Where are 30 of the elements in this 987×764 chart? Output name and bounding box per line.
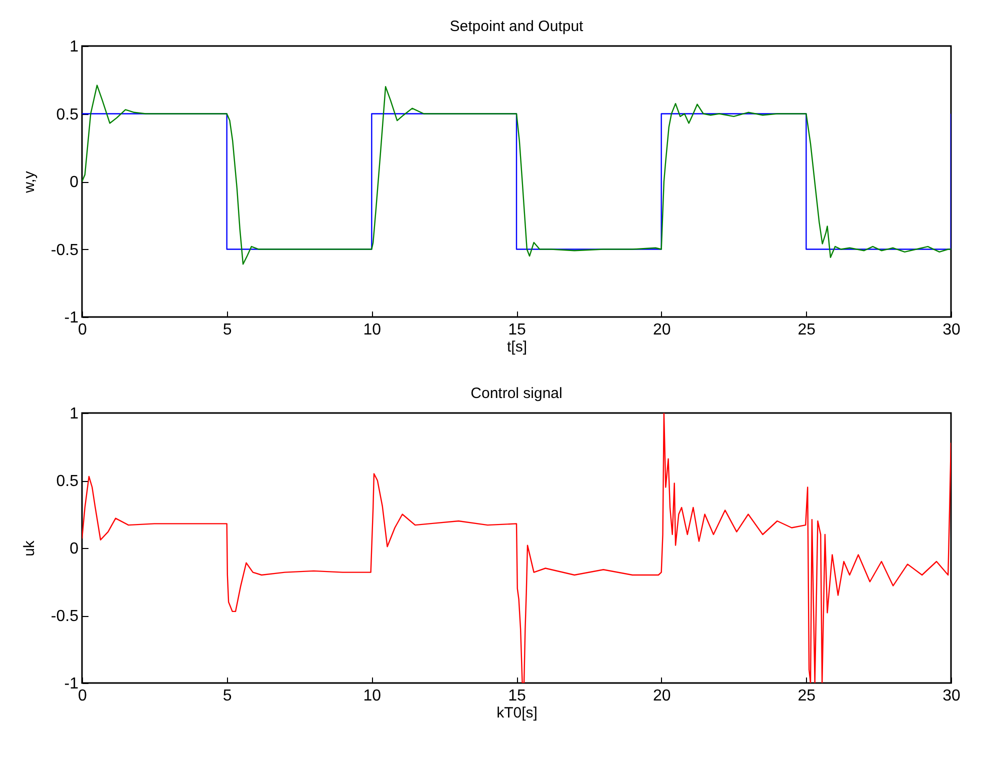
x-tick-label: 5 [222,322,232,338]
x-tick-label: 10 [363,688,382,704]
y-tick-label: 0 [70,540,79,558]
x-tick-label: 30 [942,688,960,704]
x-axis-title: t[s] [506,338,528,356]
y-tick-label: 0.5 [56,106,79,124]
y-tick-label: -0.5 [50,242,79,259]
y-tick-label: -0.5 [50,608,79,625]
y-axis-title: w,y [20,170,38,194]
x-tick-label: 25 [798,322,816,338]
line-series [82,84,951,265]
x-tick-label: 25 [798,688,816,704]
x-tick-label: 20 [652,688,671,704]
x-tick-label: 30 [942,322,960,338]
y-tick-label: -1 [64,676,79,692]
y-tick-label: 0.5 [56,473,79,490]
x-axis-title: kT0[s] [496,704,538,722]
y-tick-label: 0 [70,174,79,191]
x-tick-label: 5 [222,688,232,704]
x-tick-label: 20 [652,322,671,338]
x-tick-label: 15 [508,688,526,704]
y-tick-label: -1 [64,310,79,326]
y-axis-title: uk [20,540,38,556]
chart-title: Setpoint and Output [450,18,584,35]
y-tick-label: 1 [70,38,79,56]
x-tick-label: 15 [508,322,526,338]
chart-title: Control signal [470,385,562,402]
line-series [82,413,951,683]
y-tick-label: 1 [70,406,79,422]
x-tick-label: 10 [363,322,382,338]
